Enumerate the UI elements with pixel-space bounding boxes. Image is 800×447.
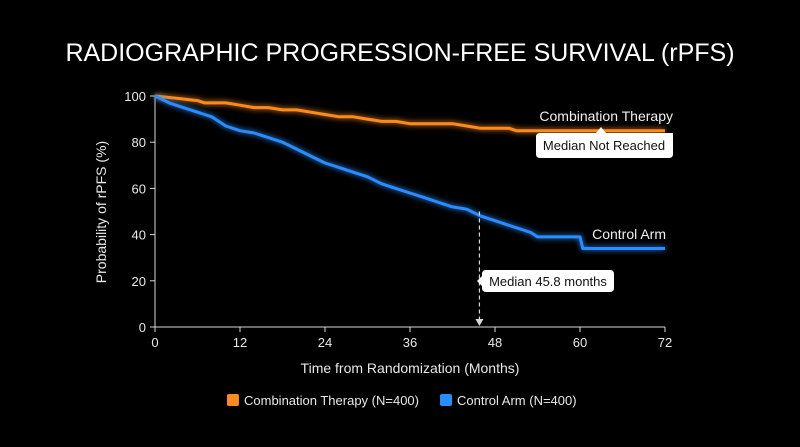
x-tick-label: 24	[318, 335, 332, 350]
chart-title: RADIOGRAPHIC PROGRESSION-FREE SURVIVAL (…	[65, 39, 734, 67]
x-tick-label: 12	[233, 335, 247, 350]
series-label-control: Control Arm	[592, 226, 666, 242]
y-tick-label: 40	[132, 228, 146, 243]
tick-group: 0 12 24 36 48 60 72 0 20 40 60 80 100	[124, 89, 672, 350]
legend-label-combination: Combination Therapy (N=400)	[244, 393, 419, 408]
series-line-combination	[154, 94, 665, 133]
legend-swatch-combination	[227, 394, 239, 406]
x-axis-label: Time from Randomization (Months)	[301, 360, 520, 376]
x-tick-label: 0	[151, 335, 158, 350]
y-tick-label: 80	[132, 135, 146, 150]
x-tick-label: 48	[488, 335, 502, 350]
callout-box	[477, 270, 614, 292]
y-tick-label: 60	[132, 181, 146, 196]
series-label-combination: Combination Therapy	[539, 108, 673, 124]
x-tick-label: 36	[403, 335, 417, 350]
series-line-control	[154, 94, 665, 250]
legend-swatch-control	[440, 394, 452, 406]
median-arrow-head	[475, 319, 484, 326]
legend-label-control: Control Arm (N=400)	[457, 393, 577, 408]
callout-box	[536, 127, 673, 158]
legend: Combination Therapy (N=400) Control Arm …	[227, 393, 577, 408]
x-tick-label: 60	[573, 335, 587, 350]
callout-text: Median 45.8 months	[489, 274, 607, 289]
x-tick-label: 72	[658, 335, 672, 350]
callout-median-control: Median 45.8 months	[477, 270, 614, 292]
y-tick-label: 20	[132, 274, 146, 289]
y-tick-label: 0	[139, 320, 146, 335]
callout-text: Median Not Reached	[543, 138, 665, 153]
y-axis-label: Probability of rPFS (%)	[93, 141, 109, 283]
series-group	[154, 94, 665, 250]
callout-median-not-reached: Median Not Reached	[536, 127, 673, 158]
y-tick-label: 100	[124, 89, 146, 104]
